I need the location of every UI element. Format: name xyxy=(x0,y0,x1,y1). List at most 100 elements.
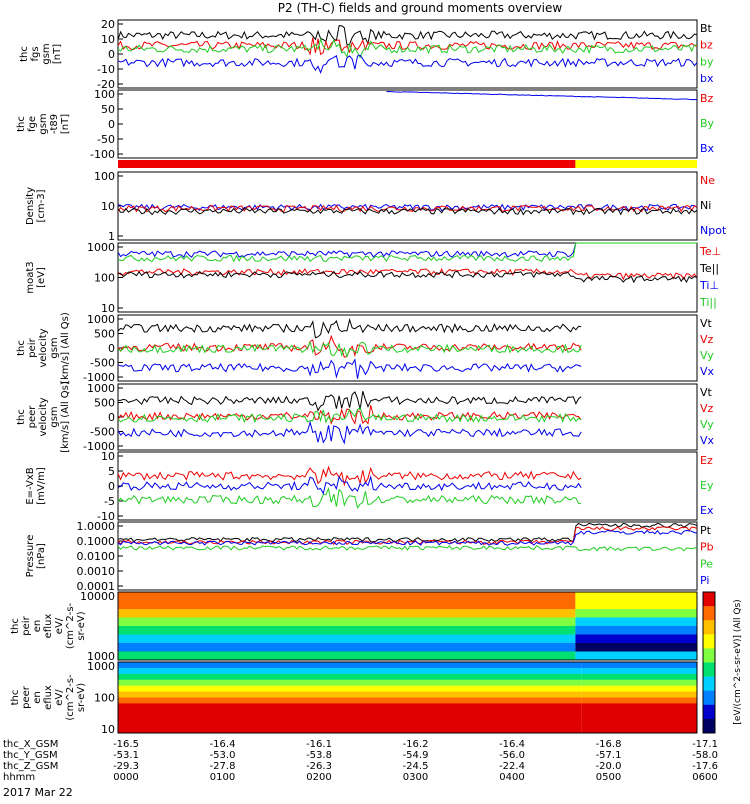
y-axis-label: [cm-3] xyxy=(36,189,47,222)
y-tick-label: 0 xyxy=(108,48,115,61)
x-tick-label: -17.6 xyxy=(692,761,718,772)
heatmap-band xyxy=(575,592,697,601)
y-axis-label: thc xyxy=(10,618,21,634)
colorbar-swatch xyxy=(703,592,715,607)
x-tick-label: 0200 xyxy=(306,772,331,783)
y-axis-label: E=-VxB xyxy=(25,467,36,504)
series-line-Ey xyxy=(117,487,582,510)
y-axis-label: thc xyxy=(16,340,27,356)
heatmap-band xyxy=(575,617,697,627)
y-axis-label: peir xyxy=(21,615,32,635)
heatmap-band xyxy=(118,727,582,734)
heatmap-band xyxy=(118,721,582,728)
legend-entry: Vy xyxy=(700,349,714,362)
heatmap-band xyxy=(118,667,582,675)
heatmap-band xyxy=(118,715,582,722)
series-line-Ti⊥ xyxy=(117,242,697,259)
legend-entry: Vt xyxy=(700,317,713,330)
legend-entry: Ex xyxy=(700,504,714,517)
heatmap-band xyxy=(118,600,576,610)
y-tick-label: 500 xyxy=(94,328,115,341)
x-tick-label: -53.8 xyxy=(306,750,332,761)
heatmap-band xyxy=(118,634,576,644)
series-line-Pi xyxy=(117,529,698,546)
y-axis-label: eV/ xyxy=(54,617,65,634)
x-tick-label: -16.5 xyxy=(113,739,139,750)
y-tick-label: 1.0000 xyxy=(77,520,116,533)
y-tick-label: 10 xyxy=(101,33,115,46)
y-tick-label: -10 xyxy=(97,510,115,523)
x-tick-label: 0100 xyxy=(210,772,235,783)
heatmap-band xyxy=(118,685,582,693)
series-line-Vt xyxy=(117,317,582,339)
panel-frame xyxy=(117,661,698,734)
heatmap-band xyxy=(575,609,697,618)
y-axis-label: peir xyxy=(27,337,38,357)
y-tick-label: 1 xyxy=(108,230,115,243)
y-tick-label: 10 xyxy=(101,450,115,463)
x-tick-label: -54.9 xyxy=(403,750,429,761)
series-line-by xyxy=(117,37,698,59)
y-tick-label: -500 xyxy=(90,426,115,439)
y-tick-label: 0 xyxy=(108,411,115,424)
series-line-Pt xyxy=(117,522,698,543)
y-tick-label: 0 xyxy=(108,480,115,493)
series-line-bz xyxy=(117,37,698,56)
legend-entry: Bx xyxy=(700,142,715,155)
y-tick-label: 5 xyxy=(108,465,115,478)
y-axis-label: [nPa] xyxy=(36,543,47,569)
legend-entry: Ne xyxy=(700,174,715,187)
y-tick-label: -1000 xyxy=(83,371,115,384)
heatmap-band xyxy=(581,697,697,704)
series-line-Vy xyxy=(117,406,582,424)
legend-entry: Vz xyxy=(700,402,714,415)
y-tick-label: 1000 xyxy=(87,241,115,254)
y-tick-label: 100 xyxy=(94,88,115,101)
colorbar-label: [eV/(cm^2-s-sr-eV)] (All Qs) xyxy=(733,599,743,724)
heatmap-band xyxy=(581,709,697,716)
y-tick-label: 500 xyxy=(94,397,115,410)
y-tick-label: 100 xyxy=(94,170,115,183)
heatmap-band xyxy=(575,643,697,652)
panel-0: 20 10 0 -10 -20 thc fgs gsm [nT] Bt bz by bx xyxy=(19,18,714,91)
panel-frame xyxy=(117,451,698,521)
y-tick-label: 0.0001 xyxy=(77,580,116,593)
y-axis-label: gsm xyxy=(49,337,60,358)
legend-entry: Ni xyxy=(700,199,711,212)
y-axis-label: thc xyxy=(10,690,21,706)
heatmap-band xyxy=(575,651,697,661)
x-tick-label: -26.3 xyxy=(306,761,332,772)
y-tick-label: -1000 xyxy=(83,440,115,453)
panel-frame xyxy=(117,383,698,451)
y-axis-label: (cm^2-s- xyxy=(65,602,76,649)
x-tick-label: -16.4 xyxy=(210,739,236,750)
x-tick-label: -22.4 xyxy=(499,761,525,772)
y-axis-label: sr-eV) xyxy=(76,611,87,640)
y-tick-label: -10 xyxy=(97,63,115,76)
legend-entry: bx xyxy=(700,72,714,85)
heatmap-band xyxy=(118,643,576,652)
x-axis-row-label: thc_Y_GSM xyxy=(3,750,58,761)
y-tick-label: 1000 xyxy=(87,382,115,395)
panel-2 xyxy=(118,160,697,168)
x-tick-label: -53.0 xyxy=(210,750,236,761)
y-axis-label: [mV/m] xyxy=(36,467,47,505)
y-tick-label: 10000 xyxy=(80,590,115,603)
legend-entry: Vt xyxy=(700,386,713,399)
legend-entry: Pe xyxy=(700,557,713,570)
panel-frame xyxy=(117,89,698,159)
x-tick-label: -57.1 xyxy=(596,750,622,761)
colorbar-swatch xyxy=(703,690,715,706)
heatmap-band xyxy=(118,592,576,601)
status-bar-segment xyxy=(118,160,576,168)
x-tick-label: 0000 xyxy=(113,772,138,783)
legend-entry: Vz xyxy=(700,333,714,346)
heatmap-band xyxy=(118,617,576,627)
x-axis-row-label: hhmm xyxy=(3,772,35,783)
series-line-Pe xyxy=(117,545,698,552)
legend-entry: By xyxy=(700,117,715,130)
legend-entry: Vx xyxy=(700,434,715,447)
y-axis-label: thc xyxy=(16,116,27,132)
heatmap-band xyxy=(118,651,576,661)
status-bar-segment xyxy=(575,160,697,168)
